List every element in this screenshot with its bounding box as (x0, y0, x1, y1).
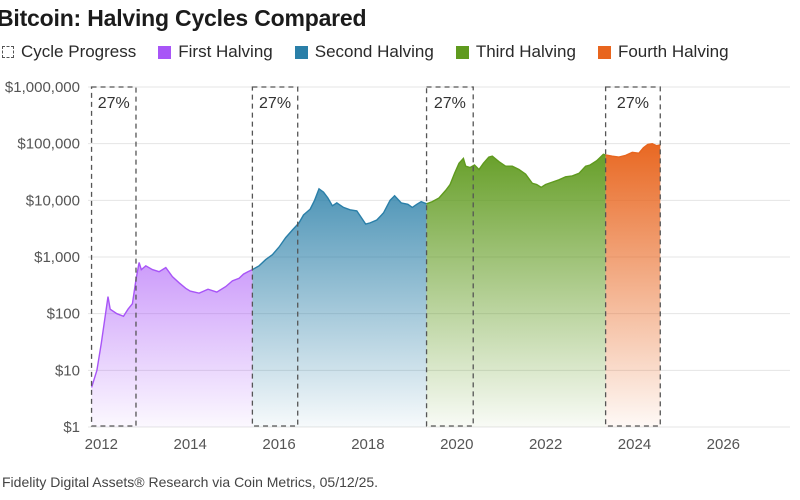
series-line-second-halving (252, 187, 427, 271)
cycle-progress-box (604, 86, 661, 427)
cycle-progress-label: 27% (98, 95, 130, 112)
legend-swatch (294, 45, 308, 59)
x-tick-label: 2022 (529, 436, 562, 453)
x-tick-label: 2026 (707, 436, 740, 453)
legend-item-fourth-halving: Fourth Halving (597, 42, 729, 62)
series-area-third-halving (426, 154, 606, 428)
x-tick-label: 2018 (351, 436, 384, 453)
x-tick-label: 2016 (262, 436, 295, 453)
y-tick-label: $10,000 (26, 192, 80, 209)
y-tick-label: $10 (55, 362, 80, 379)
series-area-first-halving (91, 262, 253, 427)
x-tick-label: 2024 (618, 436, 651, 453)
y-tick-label: $100,000 (17, 136, 80, 153)
cycle-progress-box (425, 86, 474, 427)
source-note: Fidelity Digital Assets® Research via Co… (2, 474, 379, 490)
cycle-progress-label: 27% (434, 95, 466, 112)
cycle-progress-box (90, 86, 137, 427)
x-tick-label: 2012 (85, 436, 118, 453)
legend-label: Second Halving (314, 42, 434, 61)
series-line-first-halving (90, 262, 253, 388)
legend-item-second-halving: Second Halving (294, 42, 434, 62)
y-tick-label: $100 (47, 306, 80, 323)
legend-label: Fourth Halving (617, 42, 729, 61)
y-tick-label: $1,000,000 (5, 79, 80, 96)
x-tick-label: 2014 (174, 436, 207, 453)
legend-swatch (455, 45, 469, 59)
cycle-progress-label: 27% (259, 95, 291, 112)
legend-label: Cycle Progress (21, 42, 137, 61)
cycle-progress-label: 27% (617, 95, 649, 112)
chart-title: Bitcoin: Halving Cycles Compared (0, 5, 367, 31)
y-tick-label: $1 (63, 419, 80, 436)
x-tick-label: 2020 (440, 436, 473, 453)
y-tick-label: $1,000 (34, 249, 80, 266)
legend-swatch (597, 45, 611, 59)
series-area-second-halving (252, 188, 427, 427)
legend-label: Third Halving (475, 42, 576, 61)
series-line-third-halving (426, 153, 606, 205)
legend-swatch (158, 45, 172, 59)
chart-plot: $1 $10 $100 $1,000 $10,000 $100,000 $1,000,000… (5, 79, 790, 453)
series-area-fourth-halving (605, 143, 661, 427)
dashed-box-icon (2, 46, 14, 58)
chart-legend: Cycle Progress First Halving Second Halv… (2, 41, 751, 63)
legend-item-first-halving: First Halving (158, 42, 273, 62)
legend-item-cycle-progress: Cycle Progress (2, 42, 136, 62)
cycle-progress-box (251, 86, 299, 427)
legend-label: First Halving (178, 42, 273, 61)
series-line-fourth-halving (605, 142, 661, 158)
legend-item-third-halving: Third Halving (455, 42, 576, 62)
